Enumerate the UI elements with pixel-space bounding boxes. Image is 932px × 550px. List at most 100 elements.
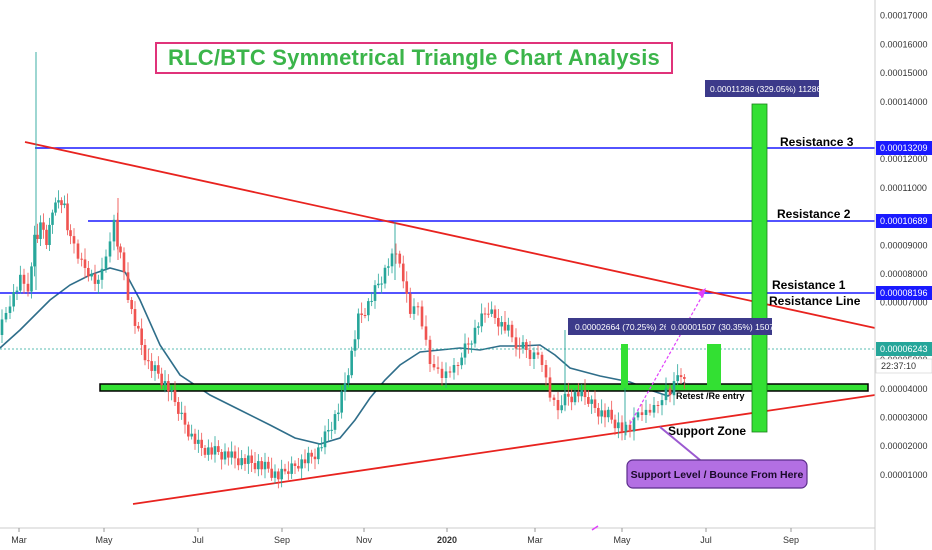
candle-down	[283, 468, 287, 472]
candle-down	[80, 258, 83, 260]
moving-average-line	[0, 267, 686, 445]
candle-down	[408, 293, 412, 314]
candle-down	[83, 259, 87, 268]
candle-down	[648, 409, 652, 413]
support-callout-box	[626, 459, 808, 489]
candle-up	[333, 414, 337, 430]
candle-up	[383, 267, 387, 284]
candle-up	[600, 410, 603, 417]
candle-up	[207, 447, 210, 455]
candle-up	[357, 313, 360, 340]
candle-down	[297, 465, 300, 469]
candle-up	[290, 463, 293, 474]
candle-up	[644, 409, 648, 415]
candle-up	[373, 285, 377, 301]
candle-up	[48, 224, 51, 245]
price-tag-r2	[876, 214, 932, 228]
lower-trendline	[132, 394, 876, 505]
y-tick-label: 0.00002000	[880, 441, 928, 451]
candle-down	[518, 348, 521, 350]
candle-up	[664, 388, 668, 401]
candle-down	[310, 452, 313, 457]
resistance-line-label: Resistance Line	[769, 294, 861, 308]
candle-up	[377, 283, 380, 286]
measure-boxes: 0.00002664 (70.25%) 26 0.00001507 (30.35…	[568, 80, 821, 335]
candle-up	[15, 290, 19, 293]
candle-down	[267, 461, 270, 469]
candle-down	[227, 451, 230, 458]
candle-up	[632, 417, 636, 432]
candle-up	[263, 461, 267, 470]
candle-down	[26, 283, 30, 292]
chart-title: RLC/BTC Symmetrical Triangle Chart Analy…	[168, 45, 660, 70]
candle-up	[247, 455, 250, 464]
candle-up	[387, 266, 390, 268]
candle-up	[300, 459, 303, 469]
candle-up	[560, 405, 563, 411]
candle-up	[163, 381, 167, 386]
candle-down	[360, 313, 363, 315]
candle-up	[500, 322, 503, 327]
candle-up	[51, 212, 54, 225]
candle-up	[473, 327, 477, 344]
candle-up	[100, 268, 104, 280]
candle-up	[460, 357, 463, 366]
candle-down	[610, 409, 613, 420]
candle-up	[370, 300, 373, 302]
candle-down	[552, 397, 556, 400]
candle-down	[177, 402, 180, 414]
candle-down	[137, 325, 140, 329]
candle-up	[153, 365, 157, 371]
candle-down	[510, 324, 514, 338]
candle-up	[317, 447, 320, 460]
candle-down	[237, 458, 240, 466]
candle-down	[173, 390, 177, 403]
candle-down	[683, 377, 686, 379]
candle-down	[536, 352, 540, 355]
candle-up	[63, 203, 66, 206]
candle-down	[183, 412, 187, 425]
candle-up	[327, 430, 330, 432]
resistance-1-label: Resistance 1	[772, 278, 846, 292]
support-callout: Support Level / Bounce From Here	[626, 426, 808, 489]
candle-down	[287, 471, 290, 474]
candle-up	[676, 375, 679, 382]
candle-up	[8, 306, 12, 313]
candle-down	[200, 439, 203, 448]
price-tag-r1-text: 0.00008196	[880, 288, 928, 298]
candle-down	[260, 461, 263, 470]
candle-up	[617, 422, 620, 429]
projection-arrow	[629, 290, 706, 425]
candle-up	[412, 306, 416, 314]
candle-down	[203, 447, 207, 455]
price-tag-r3-text: 0.00013209	[880, 143, 928, 153]
candle-down	[416, 306, 420, 308]
price-tag-r1	[876, 286, 932, 300]
candle-down	[193, 433, 197, 444]
candle-up	[470, 343, 473, 345]
candle-up	[323, 431, 327, 448]
candle-down	[668, 388, 672, 396]
candle-up	[108, 241, 112, 257]
candle-down	[428, 339, 432, 364]
candle-up	[190, 433, 193, 437]
y-tick-label: 0.00016000	[880, 39, 928, 49]
resistance-2-label: Resistance 2	[777, 207, 851, 221]
candle-up	[463, 343, 467, 358]
y-tick-label: 0.00017000	[880, 11, 928, 21]
candles	[0, 52, 686, 489]
candle-up	[607, 409, 610, 418]
candle-up	[573, 392, 577, 403]
x-tick-label: Mar	[11, 535, 27, 545]
candle-down	[160, 373, 163, 386]
candle-down	[540, 354, 544, 365]
measure-box-1-text: 0.00002664 (70.25%) 26	[575, 322, 669, 332]
candle-up	[97, 279, 100, 284]
candle-up	[477, 326, 480, 328]
candle-up	[54, 202, 57, 213]
candle-up	[590, 399, 593, 404]
y-tick-label: 0.00011000	[880, 183, 927, 193]
projection-arrowhead	[697, 288, 706, 298]
candle-down	[420, 306, 424, 327]
candle-up	[367, 301, 370, 316]
